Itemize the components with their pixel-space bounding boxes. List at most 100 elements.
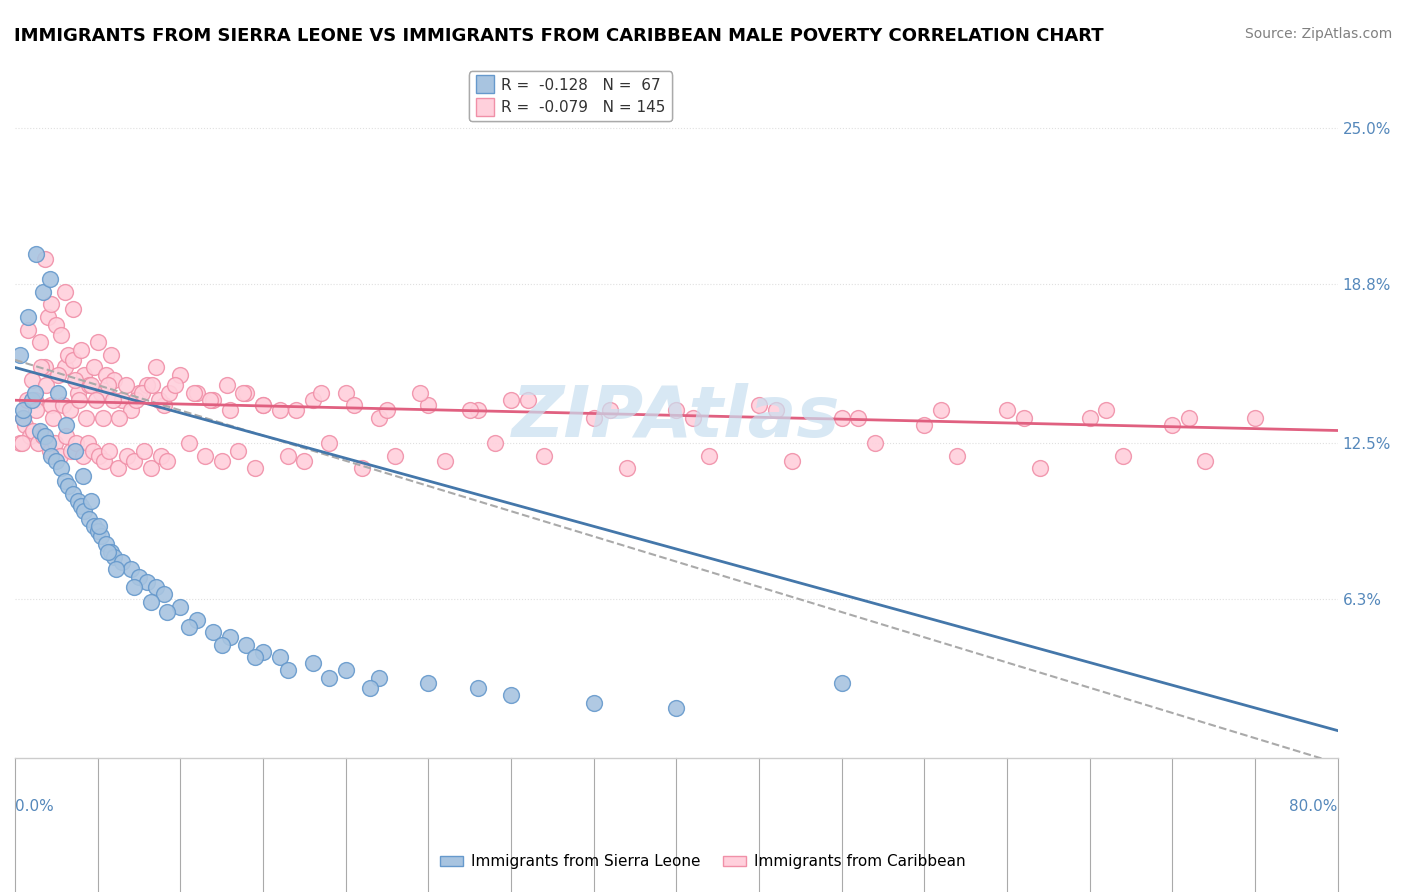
- Point: [186, 385, 208, 400]
- Point: [665, 701, 688, 715]
- Point: [98, 443, 121, 458]
- Point: [34, 252, 56, 266]
- Point: [285, 403, 308, 417]
- Text: ZIPAtlas: ZIPAtlas: [512, 384, 841, 452]
- Point: [34, 360, 56, 375]
- Point: [467, 403, 489, 417]
- Point: [153, 587, 176, 601]
- Point: [458, 403, 481, 417]
- Point: [235, 385, 257, 400]
- Point: [91, 410, 114, 425]
- Point: [53, 360, 76, 375]
- Point: [82, 443, 104, 458]
- Point: [232, 385, 254, 400]
- Point: [30, 360, 52, 375]
- Point: [70, 499, 93, 513]
- Text: Source: ZipAtlas.com: Source: ZipAtlas.com: [1244, 27, 1392, 41]
- Point: [55, 418, 77, 433]
- Point: [186, 613, 208, 627]
- Point: [114, 378, 136, 392]
- Point: [53, 474, 76, 488]
- Point: [10, 436, 32, 450]
- Point: [22, 424, 45, 438]
- Point: [335, 385, 357, 400]
- Point: [89, 449, 111, 463]
- Point: [72, 449, 94, 463]
- Point: [60, 443, 83, 458]
- Point: [409, 385, 432, 400]
- Point: [35, 378, 58, 392]
- Point: [17, 310, 39, 324]
- Point: [582, 696, 605, 710]
- Point: [27, 436, 49, 450]
- Point: [18, 428, 41, 442]
- Point: [79, 512, 101, 526]
- Point: [41, 297, 63, 311]
- Point: [831, 410, 853, 425]
- Text: 80.0%: 80.0%: [1289, 799, 1337, 814]
- Point: [32, 285, 55, 299]
- Point: [75, 410, 97, 425]
- Point: [90, 385, 112, 400]
- Point: [45, 454, 67, 468]
- Point: [108, 410, 131, 425]
- Point: [20, 373, 42, 387]
- Point: [748, 398, 770, 412]
- Point: [93, 454, 115, 468]
- Point: [132, 443, 155, 458]
- Point: [269, 403, 291, 417]
- Point: [86, 335, 108, 350]
- Point: [80, 494, 103, 508]
- Point: [499, 393, 522, 408]
- Point: [131, 385, 153, 400]
- Point: [156, 454, 179, 468]
- Point: [89, 519, 111, 533]
- Point: [55, 428, 77, 442]
- Point: [111, 393, 134, 408]
- Point: [103, 373, 125, 387]
- Point: [103, 549, 125, 564]
- Point: [28, 424, 51, 438]
- Point: [69, 393, 91, 408]
- Point: [301, 393, 323, 408]
- Point: [780, 454, 803, 468]
- Point: [139, 595, 162, 609]
- Point: [352, 461, 374, 475]
- Point: [120, 562, 142, 576]
- Point: [148, 393, 170, 408]
- Point: [433, 454, 456, 468]
- Point: [48, 449, 70, 463]
- Point: [15, 393, 38, 408]
- Point: [616, 461, 638, 475]
- Point: [65, 436, 87, 450]
- Point: [120, 403, 142, 417]
- Point: [100, 348, 122, 362]
- Point: [226, 443, 249, 458]
- Point: [309, 385, 332, 400]
- Point: [86, 524, 108, 539]
- Point: [929, 403, 952, 417]
- Point: [52, 398, 75, 412]
- Point: [219, 403, 242, 417]
- Point: [136, 574, 159, 589]
- Point: [38, 443, 60, 458]
- Point: [318, 436, 340, 450]
- Point: [418, 675, 440, 690]
- Point: [8, 348, 31, 362]
- Point: [211, 454, 233, 468]
- Point: [41, 398, 63, 412]
- Point: [765, 403, 787, 417]
- Point: [252, 645, 274, 659]
- Point: [62, 352, 84, 367]
- Point: [1178, 410, 1201, 425]
- Text: IMMIGRANTS FROM SIERRA LEONE VS IMMIGRANTS FROM CARIBBEAN MALE POVERTY CORRELATI: IMMIGRANTS FROM SIERRA LEONE VS IMMIGRAN…: [14, 27, 1104, 45]
- Point: [73, 504, 96, 518]
- Point: [484, 436, 506, 450]
- Point: [211, 638, 233, 652]
- Point: [80, 378, 103, 392]
- Point: [66, 385, 89, 400]
- Point: [111, 555, 134, 569]
- Point: [56, 348, 79, 362]
- Point: [202, 625, 225, 640]
- Point: [73, 368, 96, 382]
